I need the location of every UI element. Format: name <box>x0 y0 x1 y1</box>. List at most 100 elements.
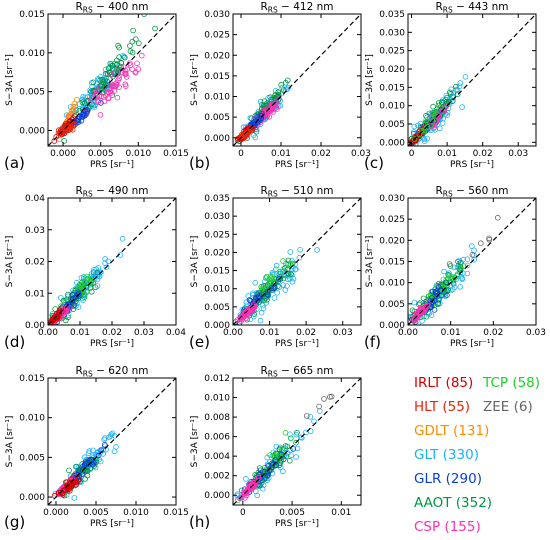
data-point-glt <box>464 262 471 269</box>
data-point-glr <box>102 441 108 448</box>
data-point-glr <box>276 446 283 453</box>
data-point-glr <box>72 294 78 301</box>
data-points <box>234 77 292 145</box>
data-point-glr <box>268 464 275 471</box>
y-tick-label: 0.030 <box>379 194 405 204</box>
x-tick-label: 0.03 <box>134 328 154 338</box>
y-tick-label: 0.006 <box>204 433 230 443</box>
data-point-csp <box>424 303 430 309</box>
data-point-aaot <box>129 38 136 45</box>
data-point-csp <box>132 69 139 76</box>
data-point-glt <box>94 276 101 283</box>
plot-frame <box>232 13 362 147</box>
data-point-aaot <box>61 138 67 144</box>
data-point-tcp <box>454 264 461 271</box>
data-point-glr <box>79 111 86 118</box>
data-point-aaot <box>454 91 461 97</box>
y-tick-label: 0.012 <box>204 374 230 384</box>
data-point-tcp <box>277 270 283 277</box>
x-tick-label: 0 <box>238 149 244 159</box>
panel-title: RRS − 620 nm <box>75 365 148 379</box>
data-point-aaot <box>109 65 116 72</box>
data-point-tcp <box>437 104 444 110</box>
data-point-glr <box>84 107 90 113</box>
data-point-aaot <box>448 91 454 97</box>
data-point-glt <box>316 408 323 414</box>
data-point-irlt <box>60 487 67 494</box>
x-tick-label: 0.01 <box>331 508 351 518</box>
data-point-glt <box>387 166 392 171</box>
y-axis-label: S−3A [sr⁻¹] <box>365 54 375 106</box>
y-axis-label: S−3A [sr⁻¹] <box>190 54 200 106</box>
y-tick-label: 0.025 <box>204 230 230 240</box>
data-point-glt <box>294 445 301 452</box>
data-point-glt <box>284 86 291 92</box>
y-tick-label: 0.030 <box>204 10 230 20</box>
x-tick-label: 0.010 <box>123 508 149 518</box>
data-point-glr <box>290 446 297 452</box>
y-tick-label: 0.030 <box>204 212 230 222</box>
data-point-zee <box>446 261 453 267</box>
data-point-glt <box>96 76 102 83</box>
data-point-tcp <box>423 117 429 124</box>
data-point-aaot <box>66 467 72 474</box>
one-to-one-line <box>48 14 176 146</box>
data-point-aaot <box>116 44 122 51</box>
data-point-glt <box>245 293 252 299</box>
data-point-csp <box>251 480 258 486</box>
data-point-glt <box>411 123 418 130</box>
data-point-csp <box>115 77 121 84</box>
x-tick-label: 0.02 <box>311 149 331 159</box>
y-tick-label: 0.005 <box>379 300 405 310</box>
data-point-tcp <box>454 272 460 279</box>
y-tick-label: 0.000 <box>204 491 230 501</box>
data-point-glt <box>280 266 287 273</box>
data-point-csp <box>243 489 250 496</box>
data-point-zee <box>303 413 310 419</box>
data-point-irlt <box>51 316 57 323</box>
data-point-tcp <box>83 288 90 295</box>
y-tick-label: 0.010 <box>19 414 45 424</box>
data-point-glt <box>468 243 475 249</box>
data-point-csp <box>443 103 450 110</box>
data-point-aaot <box>458 259 464 266</box>
data-point-glt <box>439 120 446 126</box>
x-axis-label: PRS [sr⁻¹] <box>90 519 134 529</box>
data-point-zee <box>494 214 501 221</box>
data-point-tcp <box>268 275 274 282</box>
y-tick-label: 0.04 <box>25 194 45 204</box>
data-point-glt <box>102 66 109 73</box>
data-point-aaot <box>79 99 86 106</box>
x-axis-label: PRS [sr⁻¹] <box>90 160 134 170</box>
data-point-hlt <box>247 124 254 131</box>
x-tick-label: 0.02 <box>296 328 316 338</box>
y-tick-label: 0.005 <box>19 453 45 463</box>
data-point-aaot <box>260 468 267 475</box>
data-point-glr <box>255 117 262 123</box>
panel-title: RRS − 665 nm <box>260 365 333 379</box>
data-point-aaot <box>282 443 289 449</box>
x-tick-label: 0.005 <box>88 149 114 159</box>
data-point-glt <box>98 269 104 276</box>
data-point-glt <box>280 282 287 288</box>
data-point-zee <box>316 403 322 410</box>
data-point-hlt <box>241 132 247 138</box>
legend-item-hlt: HLT (55) <box>414 399 470 415</box>
data-point-aaot <box>122 54 128 61</box>
data-point-tcp <box>282 264 288 271</box>
data-point-glt <box>258 309 265 316</box>
legend-item-glt: GLT (330) <box>414 447 479 463</box>
data-point-aaot <box>445 287 451 293</box>
one-to-one-line <box>233 198 361 325</box>
data-point-glt <box>257 98 264 105</box>
y-tick-label: 0.010 <box>204 285 230 295</box>
x-tick-label: 0.00 <box>398 328 418 338</box>
data-point-gdlt <box>70 104 77 110</box>
data-point-csp <box>268 102 275 108</box>
data-point-tcp <box>438 284 445 290</box>
data-points <box>233 393 335 505</box>
data-point-glt <box>408 312 410 319</box>
data-point-aaot <box>293 439 299 446</box>
data-point-aaot <box>109 92 115 98</box>
data-point-glt <box>84 94 90 100</box>
